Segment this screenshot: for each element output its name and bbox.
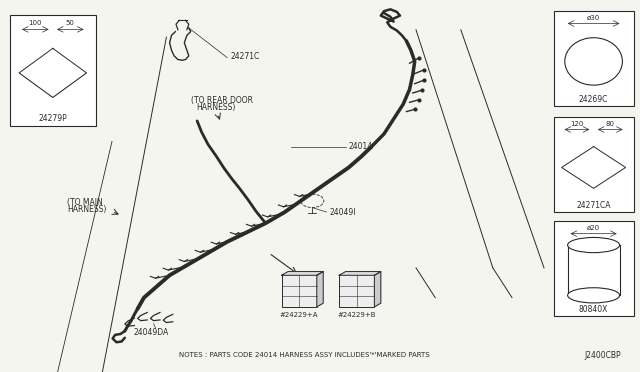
Text: 50: 50 [66, 20, 75, 26]
Text: NOTES : PARTS CODE 24014 HARNESS ASSY INCLUDES'*'MARKED PARTS: NOTES : PARTS CODE 24014 HARNESS ASSY IN… [179, 352, 430, 358]
Text: 80840X: 80840X [579, 305, 608, 314]
Text: 100: 100 [29, 20, 42, 26]
Ellipse shape [565, 38, 623, 85]
Text: 80: 80 [605, 121, 615, 127]
Ellipse shape [568, 237, 620, 253]
Ellipse shape [568, 288, 620, 303]
Text: J2400CBP: J2400CBP [584, 351, 621, 360]
Bar [10, 15, 96, 126]
Text: #24229+A: #24229+A [280, 312, 319, 318]
Text: 24269C: 24269C [579, 95, 608, 104]
Polygon shape [374, 272, 381, 307]
Text: 120: 120 [570, 121, 584, 127]
Text: HARNESS): HARNESS) [196, 103, 236, 112]
Text: (TO MAIN: (TO MAIN [67, 198, 103, 207]
Text: 24014: 24014 [349, 142, 373, 151]
Polygon shape [339, 272, 381, 275]
Text: (TO REAR DOOR: (TO REAR DOOR [191, 96, 253, 105]
Bar [554, 221, 634, 316]
Polygon shape [317, 272, 323, 307]
Text: ø20: ø20 [587, 225, 600, 231]
Bar [282, 275, 317, 307]
Text: 24049I: 24049I [330, 208, 356, 217]
Text: ø30: ø30 [587, 15, 600, 21]
Text: 24271C: 24271C [230, 52, 260, 61]
Text: HARNESS): HARNESS) [67, 205, 107, 214]
Bar [339, 275, 374, 307]
Text: 24271CA: 24271CA [577, 201, 611, 210]
Text: 24049DA: 24049DA [133, 328, 168, 337]
Text: #24229+B: #24229+B [337, 312, 376, 318]
Bar [554, 117, 634, 212]
Text: 24279P: 24279P [38, 114, 67, 123]
Polygon shape [282, 272, 323, 275]
Bar [554, 11, 634, 106]
